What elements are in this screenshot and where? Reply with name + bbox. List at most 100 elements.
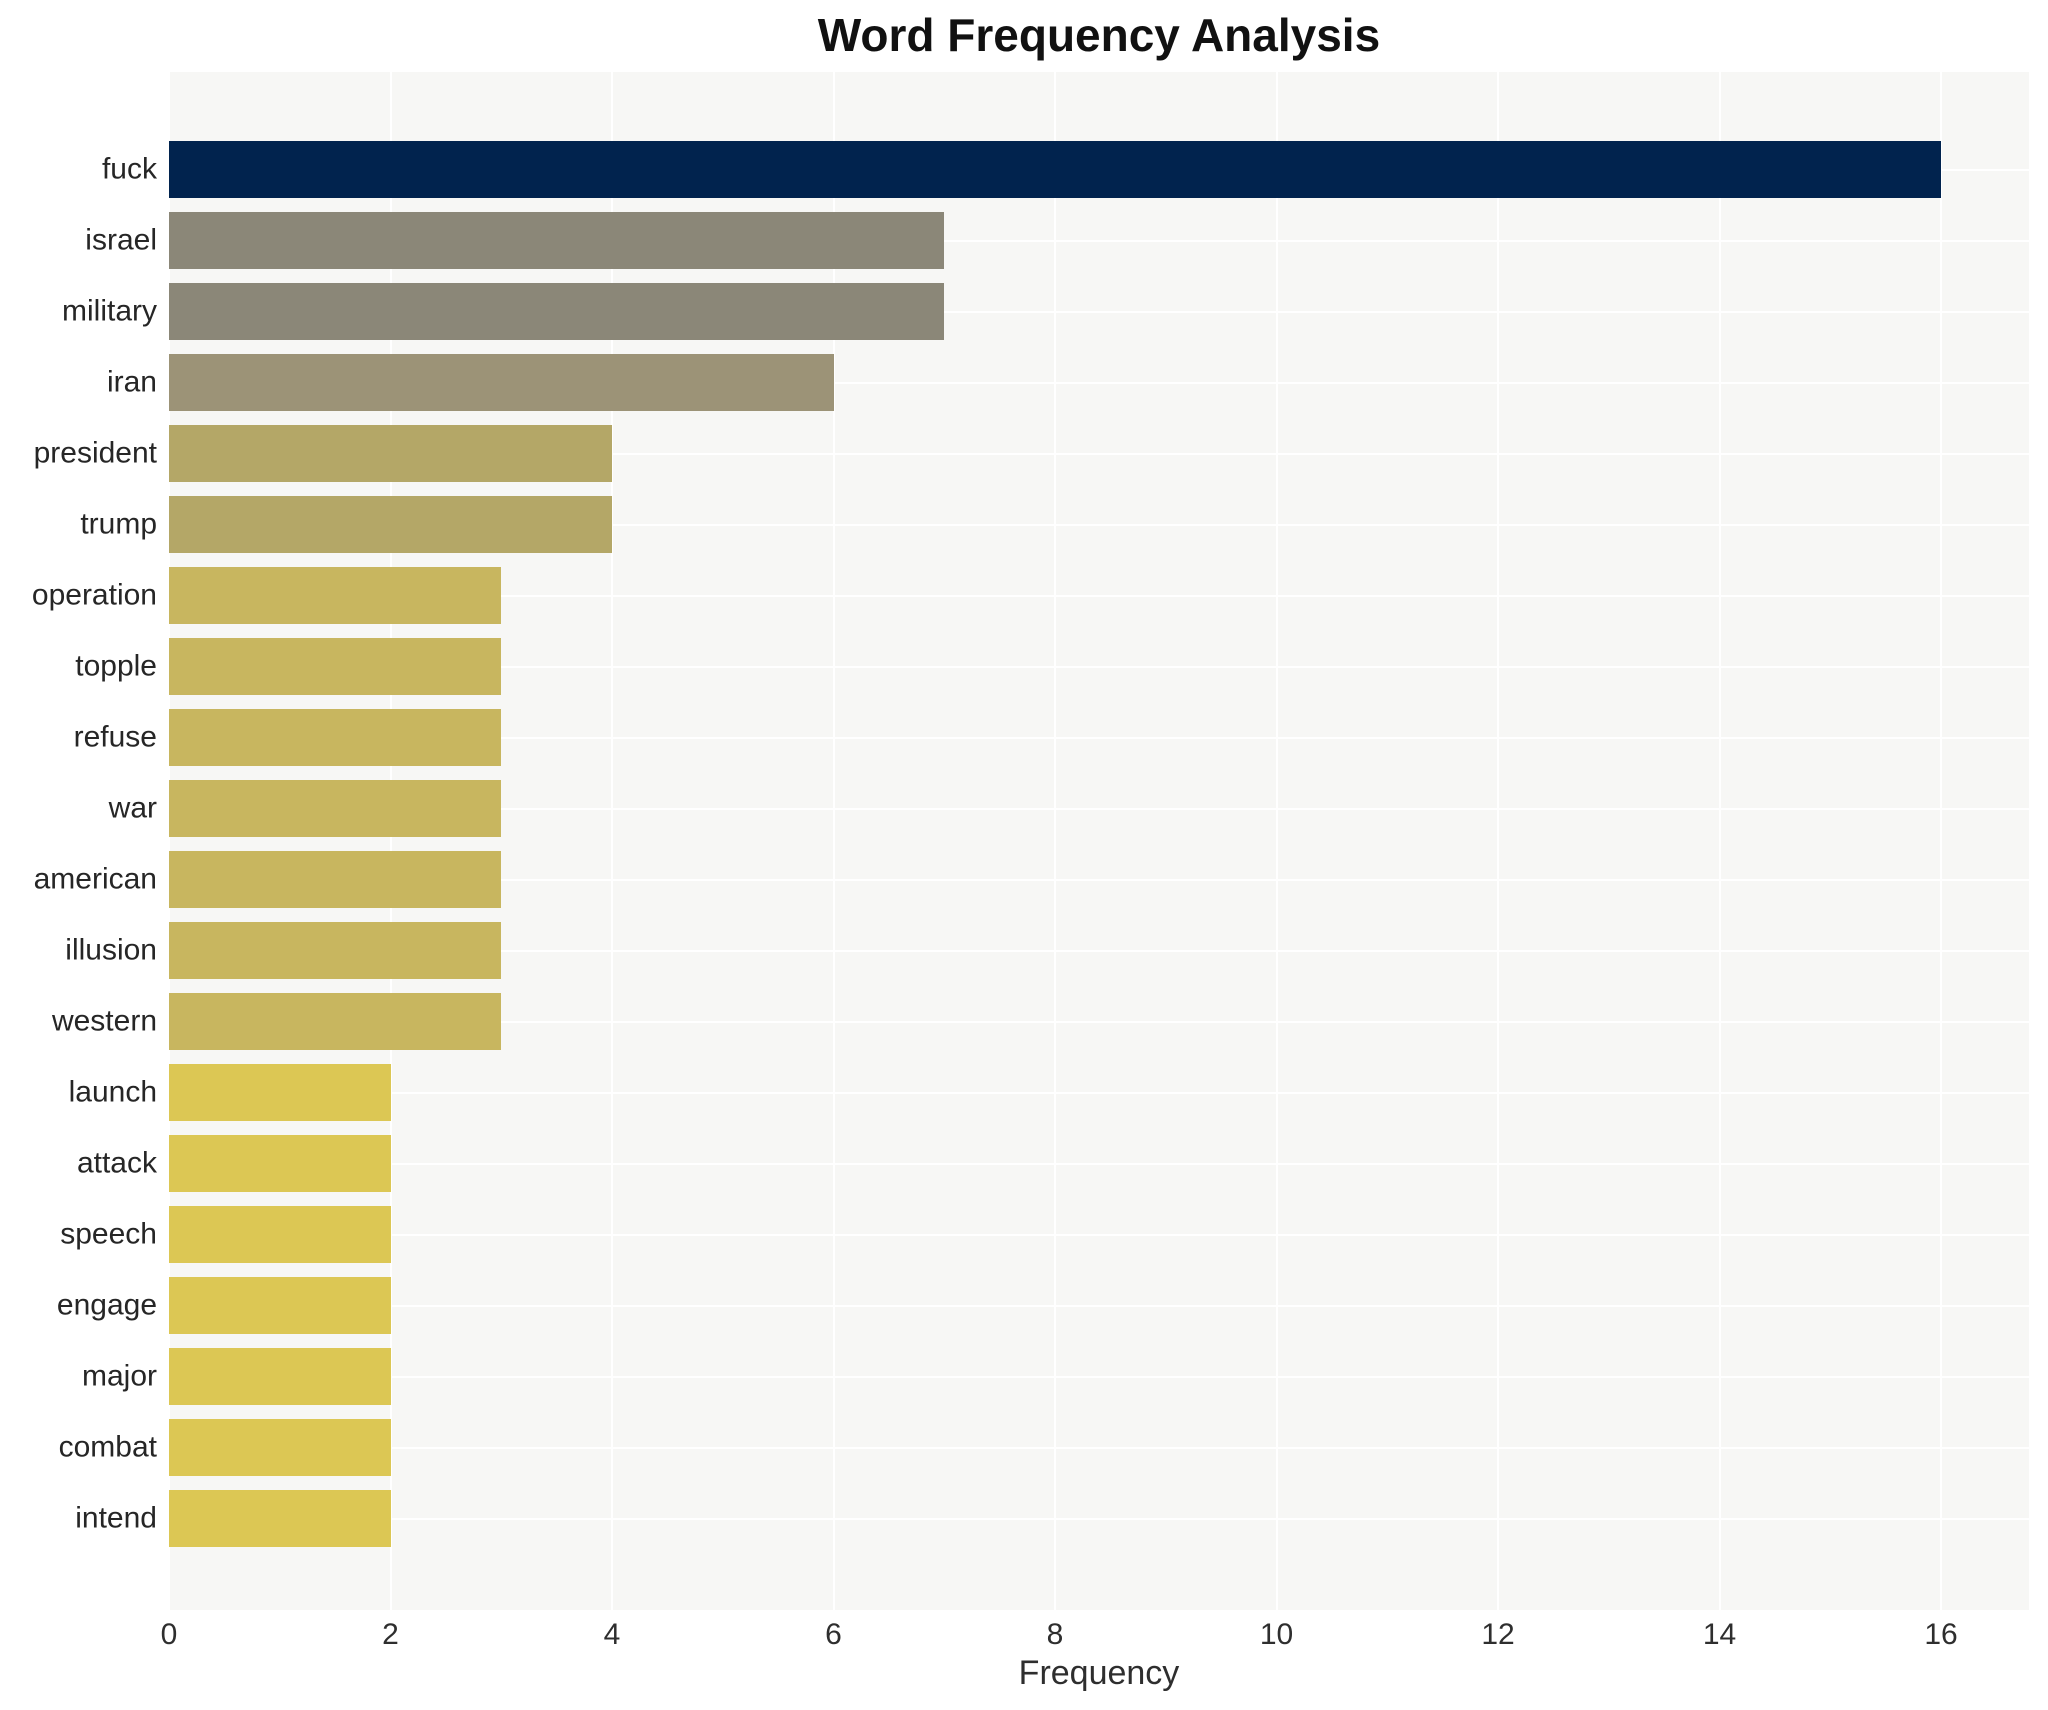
- y-axis-label: speech: [60, 1216, 157, 1250]
- y-gridline: [169, 1304, 2029, 1307]
- bar: [169, 780, 502, 837]
- bar-row: engage: [57, 1270, 2029, 1341]
- bar-row: fuck: [102, 134, 2029, 205]
- y-gridline: [169, 1020, 2029, 1023]
- y-axis-label: illusion: [65, 932, 157, 966]
- bar-row: intend: [75, 1483, 2029, 1554]
- y-gridline: [169, 878, 2029, 881]
- bar: [169, 1135, 391, 1192]
- bar: [169, 709, 502, 766]
- bar-row: military: [62, 276, 2029, 347]
- x-gridline: [389, 72, 392, 1610]
- x-gridline: [1054, 72, 1056, 1610]
- bar: [169, 212, 945, 269]
- x-gridline: [168, 72, 170, 1610]
- bar: [169, 638, 502, 695]
- bar-row: combat: [59, 1412, 2029, 1483]
- bar: [169, 567, 502, 624]
- bar: [169, 1348, 391, 1405]
- bar: [169, 1064, 391, 1121]
- bar: [169, 922, 502, 979]
- chart-title: Word Frequency Analysis: [817, 9, 1381, 61]
- bar: [169, 141, 1941, 198]
- bar: [169, 354, 834, 411]
- x-tick-label: 4: [603, 1618, 621, 1651]
- y-axis-label: major: [81, 1358, 157, 1392]
- y-gridline: [169, 1517, 2029, 1520]
- y-axis-label: operation: [31, 577, 157, 611]
- y-gridline: [169, 310, 2029, 313]
- bar: [169, 496, 612, 553]
- y-gridline: [169, 665, 2029, 668]
- bar-row: iran: [107, 347, 2029, 418]
- y-axis-label: attack: [76, 1145, 157, 1179]
- x-tick-label: 10: [1259, 1618, 1294, 1651]
- bar-row: trump: [80, 489, 2029, 560]
- y-axis-label: combat: [58, 1429, 157, 1463]
- y-axis-label: intend: [75, 1500, 157, 1534]
- y-gridline: [169, 807, 2029, 810]
- bar-row: topple: [75, 631, 2029, 702]
- x-tick-label: 14: [1702, 1618, 1737, 1651]
- bar-rows: fuck israel military iran president trump oper…: [32, 134, 2029, 1554]
- y-axis-label: iran: [106, 364, 157, 398]
- bar-row: speech: [60, 1199, 2029, 1270]
- bar: [169, 1206, 391, 1263]
- bar: [169, 1419, 391, 1476]
- y-gridline: [169, 736, 2029, 739]
- bar-row: american: [34, 844, 2029, 915]
- y-axis-label: fuck: [101, 151, 157, 185]
- bar: [169, 425, 612, 482]
- bar-row: operation: [32, 560, 2029, 631]
- y-axis-label: refuse: [73, 719, 157, 753]
- y-gridline: [169, 452, 2029, 455]
- y-gridline: [169, 381, 2029, 384]
- x-tick-label: 2: [382, 1618, 399, 1651]
- bar-row: western: [52, 986, 2029, 1057]
- x-tick-label: 12: [1481, 1618, 1515, 1651]
- y-gridline: [169, 1091, 2029, 1094]
- bar-row: illusion: [65, 915, 2029, 986]
- y-axis-label: western: [51, 1003, 157, 1037]
- y-axis-label: war: [108, 790, 157, 824]
- x-gridline: [1275, 72, 1278, 1610]
- y-gridline: [169, 523, 2029, 526]
- y-axis-label: launch: [68, 1074, 157, 1108]
- y-axis-label: israel: [85, 222, 157, 256]
- x-gridline: [611, 72, 613, 1610]
- y-gridline: [169, 1446, 2029, 1449]
- y-gridline: [169, 239, 2029, 242]
- x-gridline: [1718, 72, 1721, 1610]
- y-axis-label: topple: [75, 648, 157, 682]
- y-axis-label: president: [33, 435, 157, 469]
- y-gridline: [169, 1375, 2029, 1378]
- bar-row: president: [34, 418, 2029, 489]
- y-axis-label: engage: [56, 1287, 157, 1321]
- bar: [169, 1490, 391, 1547]
- x-tick-label: 16: [1924, 1618, 1958, 1651]
- bar: [169, 851, 502, 908]
- y-gridline: [169, 594, 2029, 597]
- x-axis-ticks: 0 2 4 6 8 10 12 14 16: [161, 1618, 2029, 1658]
- y-axis-label: military: [62, 293, 157, 327]
- bar: [169, 993, 502, 1050]
- y-gridline: [169, 1233, 2029, 1236]
- bar: [169, 283, 945, 340]
- x-gridline: [832, 72, 835, 1610]
- bar: [169, 1277, 391, 1334]
- bar-row: major: [82, 1341, 2029, 1412]
- x-tick-label: 6: [825, 1618, 842, 1651]
- y-axis-label: american: [33, 861, 157, 895]
- plot-area: fuck israel military iran president trump oper…: [32, 72, 2029, 1610]
- x-gridline: [1940, 72, 1942, 1610]
- bar-row: attack: [77, 1128, 2029, 1199]
- y-gridline: [169, 1162, 2029, 1165]
- bar-row: refuse: [74, 702, 2029, 773]
- x-gridline: [1497, 72, 1499, 1610]
- x-tick-label: 8: [1046, 1618, 1064, 1651]
- x-axis-label: Frequency: [1018, 1654, 1180, 1692]
- bar-row: israel: [85, 205, 2029, 276]
- bar-row: war: [109, 773, 2029, 844]
- y-axis-label: trump: [80, 506, 157, 540]
